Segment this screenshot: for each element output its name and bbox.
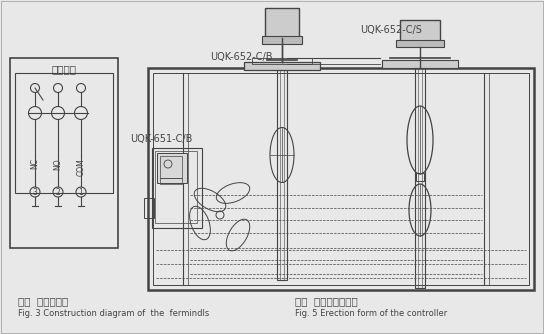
Text: 微动开关: 微动开关 (52, 64, 77, 74)
Bar (144, 198, 154, 218)
Bar (10, 58, 118, 248)
Text: 2: 2 (55, 187, 60, 196)
Bar (252, 58, 312, 64)
Bar (148, 68, 534, 290)
Text: NC: NC (30, 158, 40, 169)
Bar (396, 40, 444, 47)
Bar (262, 36, 302, 44)
Bar (157, 153, 187, 183)
Text: Fig. 3 Construction diagram of  the  fermindls: Fig. 3 Construction diagram of the fermi… (18, 309, 209, 318)
Bar (400, 20, 440, 42)
Text: UQK-652-C/S: UQK-652-C/S (360, 25, 422, 35)
Text: Fig. 5 Erection form of the controller: Fig. 5 Erection form of the controller (295, 309, 447, 318)
Text: NO: NO (53, 158, 63, 170)
Text: UQK-651-C/B: UQK-651-C/B (130, 134, 193, 144)
Bar (265, 8, 299, 38)
Text: 图三  端子接线图: 图三 端子接线图 (18, 296, 68, 306)
Bar (155, 151, 197, 223)
Text: 3: 3 (33, 187, 38, 196)
Bar (160, 178, 182, 184)
Text: 1: 1 (79, 187, 83, 196)
Bar (153, 73, 529, 285)
Text: COM: COM (77, 158, 85, 176)
Bar (15, 73, 113, 193)
Text: 图五  控制器安装形式: 图五 控制器安装形式 (295, 296, 358, 306)
Bar (382, 60, 458, 68)
Bar (244, 62, 320, 70)
Bar (415, 68, 425, 288)
Bar (152, 148, 202, 228)
Text: UQK-652-C/B: UQK-652-C/B (210, 52, 273, 62)
Bar (277, 70, 287, 280)
Bar (416, 173, 424, 181)
Bar (160, 156, 182, 178)
